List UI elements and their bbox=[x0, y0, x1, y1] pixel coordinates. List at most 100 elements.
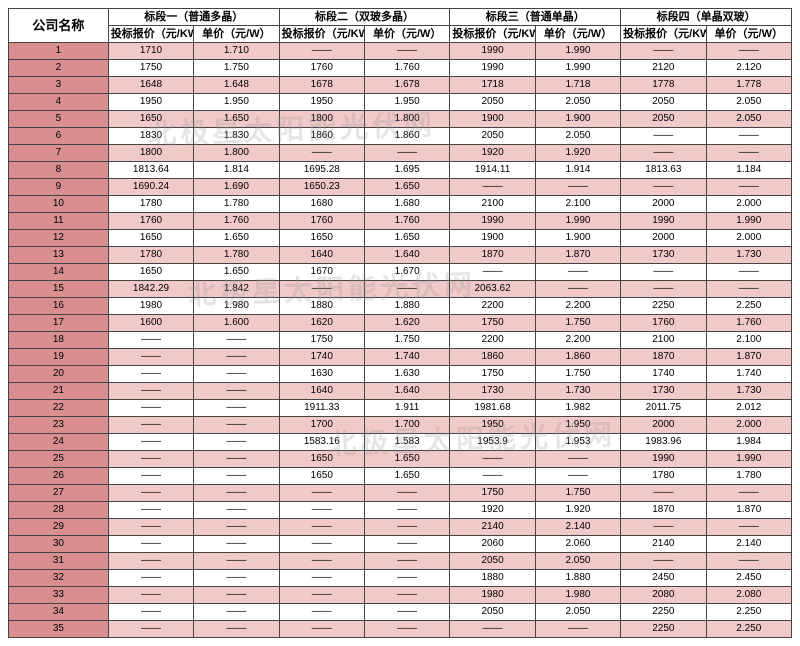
cell-value: 1914.11 bbox=[450, 162, 535, 179]
subheader-unit-3: 单价（元/W） bbox=[535, 26, 620, 43]
cell-value: 1.920 bbox=[535, 502, 620, 519]
cell-value: 2.050 bbox=[706, 111, 791, 128]
cell-value: —— bbox=[535, 468, 620, 485]
cell-value: —— bbox=[279, 485, 364, 502]
row-number: 18 bbox=[9, 332, 109, 349]
cell-value: 1950 bbox=[450, 417, 535, 434]
cell-value: 2011.75 bbox=[621, 400, 706, 417]
cell-value: —— bbox=[194, 519, 279, 536]
cell-value: 1750 bbox=[450, 366, 535, 383]
table-row: 117101.710————19901.990———— bbox=[9, 43, 792, 60]
table-row: 22————1911.331.9111981.681.9822011.752.0… bbox=[9, 400, 792, 417]
table-row: 31————————20502.050———— bbox=[9, 553, 792, 570]
table-row: 21————16401.64017301.73017301.730 bbox=[9, 383, 792, 400]
cell-value: —— bbox=[108, 417, 193, 434]
cell-value: —— bbox=[364, 43, 449, 60]
cell-value: —— bbox=[194, 383, 279, 400]
cell-value: —— bbox=[535, 451, 620, 468]
cell-value: 1.984 bbox=[706, 434, 791, 451]
subheader-unit-4: 单价（元/W） bbox=[706, 26, 791, 43]
cell-value: —— bbox=[194, 553, 279, 570]
cell-value: 1.670 bbox=[364, 264, 449, 281]
cell-value: 2250 bbox=[621, 298, 706, 315]
cell-value: 1.778 bbox=[706, 77, 791, 94]
cell-value: 1830 bbox=[108, 128, 193, 145]
cell-value: 1.990 bbox=[706, 451, 791, 468]
cell-value: —— bbox=[279, 621, 364, 638]
cell-value: —— bbox=[194, 587, 279, 604]
cell-value: —— bbox=[279, 281, 364, 298]
cell-value: 2.000 bbox=[706, 196, 791, 213]
cell-value: 1.184 bbox=[706, 162, 791, 179]
cell-value: 1.842 bbox=[194, 281, 279, 298]
cell-value: 1.950 bbox=[364, 94, 449, 111]
row-number: 6 bbox=[9, 128, 109, 145]
cell-value: —— bbox=[108, 570, 193, 587]
cell-value: —— bbox=[108, 604, 193, 621]
cell-value: 1.870 bbox=[706, 349, 791, 366]
cell-value: 1.990 bbox=[535, 213, 620, 230]
row-number: 9 bbox=[9, 179, 109, 196]
table-row: 20————16301.63017501.75017401.740 bbox=[9, 366, 792, 383]
row-number: 17 bbox=[9, 315, 109, 332]
table-row: 18————17501.75022002.20021002.100 bbox=[9, 332, 792, 349]
cell-value: —— bbox=[279, 570, 364, 587]
cell-value: 1.650 bbox=[364, 451, 449, 468]
table-row: 81813.641.8141695.281.6951914.111.914181… bbox=[9, 162, 792, 179]
cell-value: 1.650 bbox=[194, 111, 279, 128]
cell-value: 2000 bbox=[621, 417, 706, 434]
cell-value: 2.120 bbox=[706, 60, 791, 77]
cell-value: 1.730 bbox=[706, 247, 791, 264]
cell-value: —— bbox=[364, 587, 449, 604]
row-number: 14 bbox=[9, 264, 109, 281]
cell-value: —— bbox=[621, 485, 706, 502]
cell-value: 2.050 bbox=[535, 94, 620, 111]
cell-value: 1650 bbox=[279, 468, 364, 485]
cell-value: —— bbox=[364, 536, 449, 553]
cell-value: 1710 bbox=[108, 43, 193, 60]
cell-value: 1.950 bbox=[194, 94, 279, 111]
cell-value: 2.080 bbox=[706, 587, 791, 604]
table-row: 29————————21402.140———— bbox=[9, 519, 792, 536]
row-number: 27 bbox=[9, 485, 109, 502]
cell-value: 1750 bbox=[108, 60, 193, 77]
cell-value: —— bbox=[706, 485, 791, 502]
cell-value: —— bbox=[108, 383, 193, 400]
cell-value: 1.990 bbox=[535, 43, 620, 60]
cell-value: —— bbox=[364, 604, 449, 621]
cell-value: —— bbox=[108, 468, 193, 485]
cell-value: —— bbox=[364, 281, 449, 298]
cell-value: 2.050 bbox=[535, 553, 620, 570]
cell-value: 1.990 bbox=[535, 60, 620, 77]
cell-value: —— bbox=[706, 281, 791, 298]
cell-value: 1650 bbox=[279, 230, 364, 247]
cell-value: 1800 bbox=[279, 111, 364, 128]
cell-value: 1650 bbox=[279, 451, 364, 468]
cell-value: —— bbox=[108, 349, 193, 366]
cell-value: 1.980 bbox=[535, 587, 620, 604]
subheader-bid-1: 投标报价（元/KW） bbox=[108, 26, 193, 43]
cell-value: —— bbox=[279, 604, 364, 621]
table-row: 516501.65018001.80019001.90020502.050 bbox=[9, 111, 792, 128]
subheader-unit-1: 单价（元/W） bbox=[194, 26, 279, 43]
cell-value: 1650 bbox=[108, 230, 193, 247]
cell-value: 1760 bbox=[621, 315, 706, 332]
cell-value: 1.980 bbox=[194, 298, 279, 315]
cell-value: 1.750 bbox=[535, 366, 620, 383]
cell-value: 2100 bbox=[621, 332, 706, 349]
cell-value: 1.695 bbox=[364, 162, 449, 179]
table-row: 1716001.60016201.62017501.75017601.760 bbox=[9, 315, 792, 332]
row-number: 34 bbox=[9, 604, 109, 621]
cell-value: 1990 bbox=[450, 213, 535, 230]
cell-value: 1911.33 bbox=[279, 400, 364, 417]
cell-value: 2050 bbox=[621, 111, 706, 128]
cell-value: 1.800 bbox=[194, 145, 279, 162]
row-number: 31 bbox=[9, 553, 109, 570]
cell-value: 2.200 bbox=[535, 332, 620, 349]
cell-value: —— bbox=[108, 451, 193, 468]
cell-value: 2050 bbox=[621, 94, 706, 111]
row-number: 20 bbox=[9, 366, 109, 383]
row-number: 7 bbox=[9, 145, 109, 162]
cell-value: 1650.23 bbox=[279, 179, 364, 196]
cell-value: 1680 bbox=[279, 196, 364, 213]
